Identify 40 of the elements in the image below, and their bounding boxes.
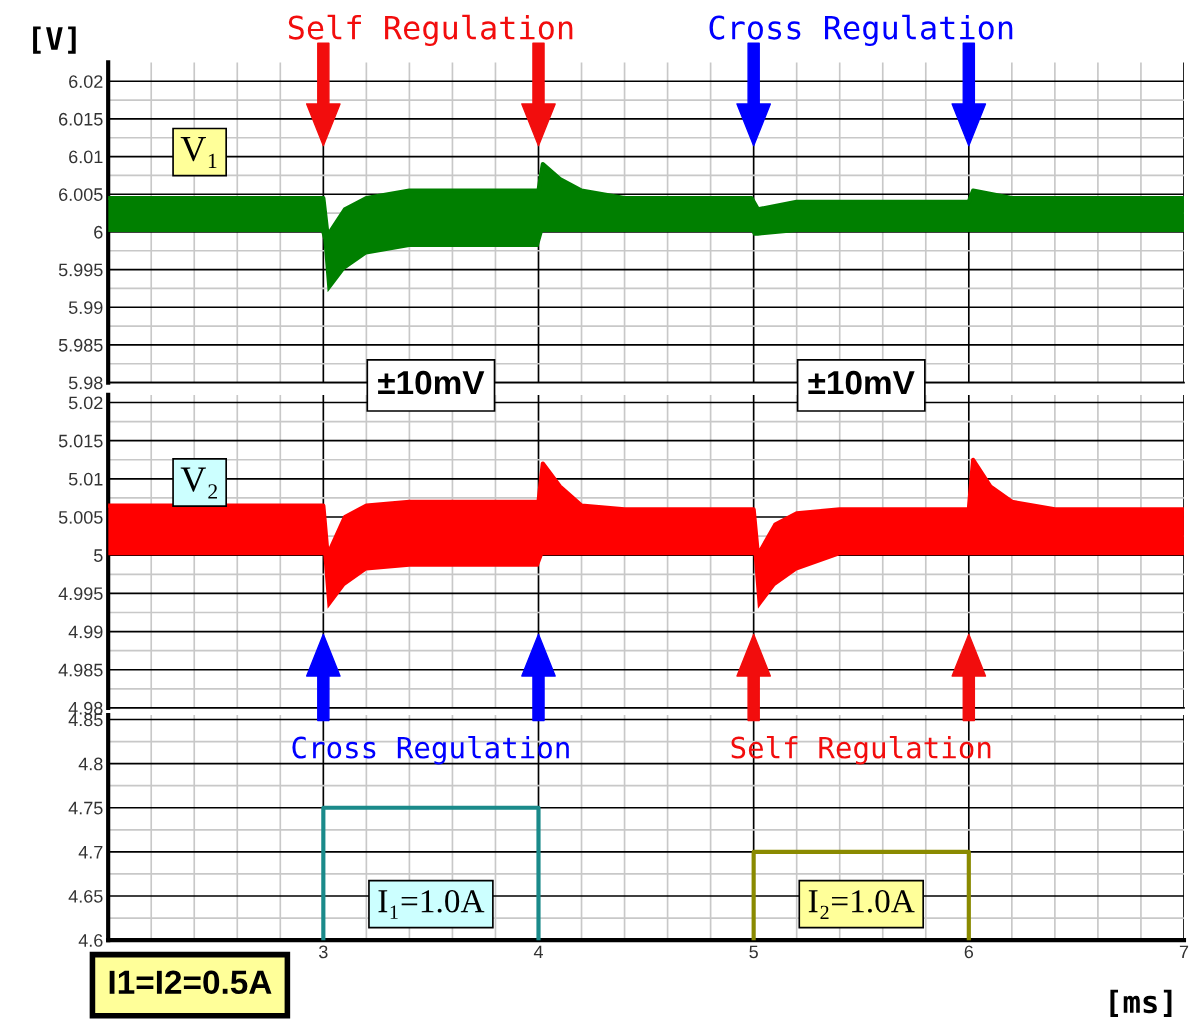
y-axis-title: [V] bbox=[33, 26, 76, 54]
x-axis-title: [ms] bbox=[1110, 989, 1172, 1017]
series-label: I₂=1.0A bbox=[808, 889, 915, 919]
y-tick-label: 4.65 bbox=[68, 889, 103, 903]
y-tick-label: 5.01 bbox=[68, 472, 103, 486]
y-tick-label: 4.99 bbox=[68, 625, 103, 639]
y-tick-label: 5.02 bbox=[68, 396, 103, 410]
y-tick-label: 5.98 bbox=[68, 376, 103, 390]
x-tick-label: 5 bbox=[749, 945, 758, 959]
series-label: I₁=1.0A bbox=[378, 889, 485, 919]
annotation: ±10mV bbox=[808, 370, 915, 395]
series-label: V₁ bbox=[180, 137, 217, 168]
y-tick-label: 5.005 bbox=[58, 510, 103, 524]
annotation: ±10mV bbox=[378, 370, 485, 395]
y-tick-label: 5.985 bbox=[58, 338, 103, 352]
y-tick-label: 4.85 bbox=[68, 713, 103, 727]
y-tick-label: 4.75 bbox=[68, 801, 103, 815]
x-tick-label: 3 bbox=[319, 945, 328, 959]
x-tick-label: 4 bbox=[533, 945, 543, 959]
y-tick-label: 6.015 bbox=[59, 112, 103, 126]
x-tick-label: 7 bbox=[1179, 945, 1189, 959]
text: Self Regulation bbox=[288, 14, 573, 47]
y-tick-label: 4.7 bbox=[78, 846, 103, 859]
y-tick-label: 6 bbox=[94, 225, 103, 239]
y-tick-label: 4.985 bbox=[58, 663, 103, 677]
y-tick-label: 4.98 bbox=[68, 701, 103, 715]
y-tick-label: 6.005 bbox=[59, 188, 103, 201]
y-tick-label: 5.995 bbox=[58, 263, 103, 277]
series-label: V₂ bbox=[180, 467, 217, 499]
text: Cross Regulation bbox=[709, 14, 1013, 47]
y-tick-label: 5.015 bbox=[58, 434, 103, 448]
y-tick-label: 4.8 bbox=[78, 757, 103, 771]
y-tick-label: 5.99 bbox=[68, 301, 103, 314]
y-tick-label: 5 bbox=[94, 549, 103, 562]
x-tick-label: 6 bbox=[964, 945, 974, 959]
text: I1=I2=0.5A bbox=[109, 970, 272, 995]
y-tick-label: 4.995 bbox=[58, 587, 103, 601]
y-tick-label: 6.02 bbox=[69, 75, 103, 88]
y-tick-label: 4.6 bbox=[78, 934, 103, 947]
y-tick-label: 6.01 bbox=[69, 150, 103, 164]
